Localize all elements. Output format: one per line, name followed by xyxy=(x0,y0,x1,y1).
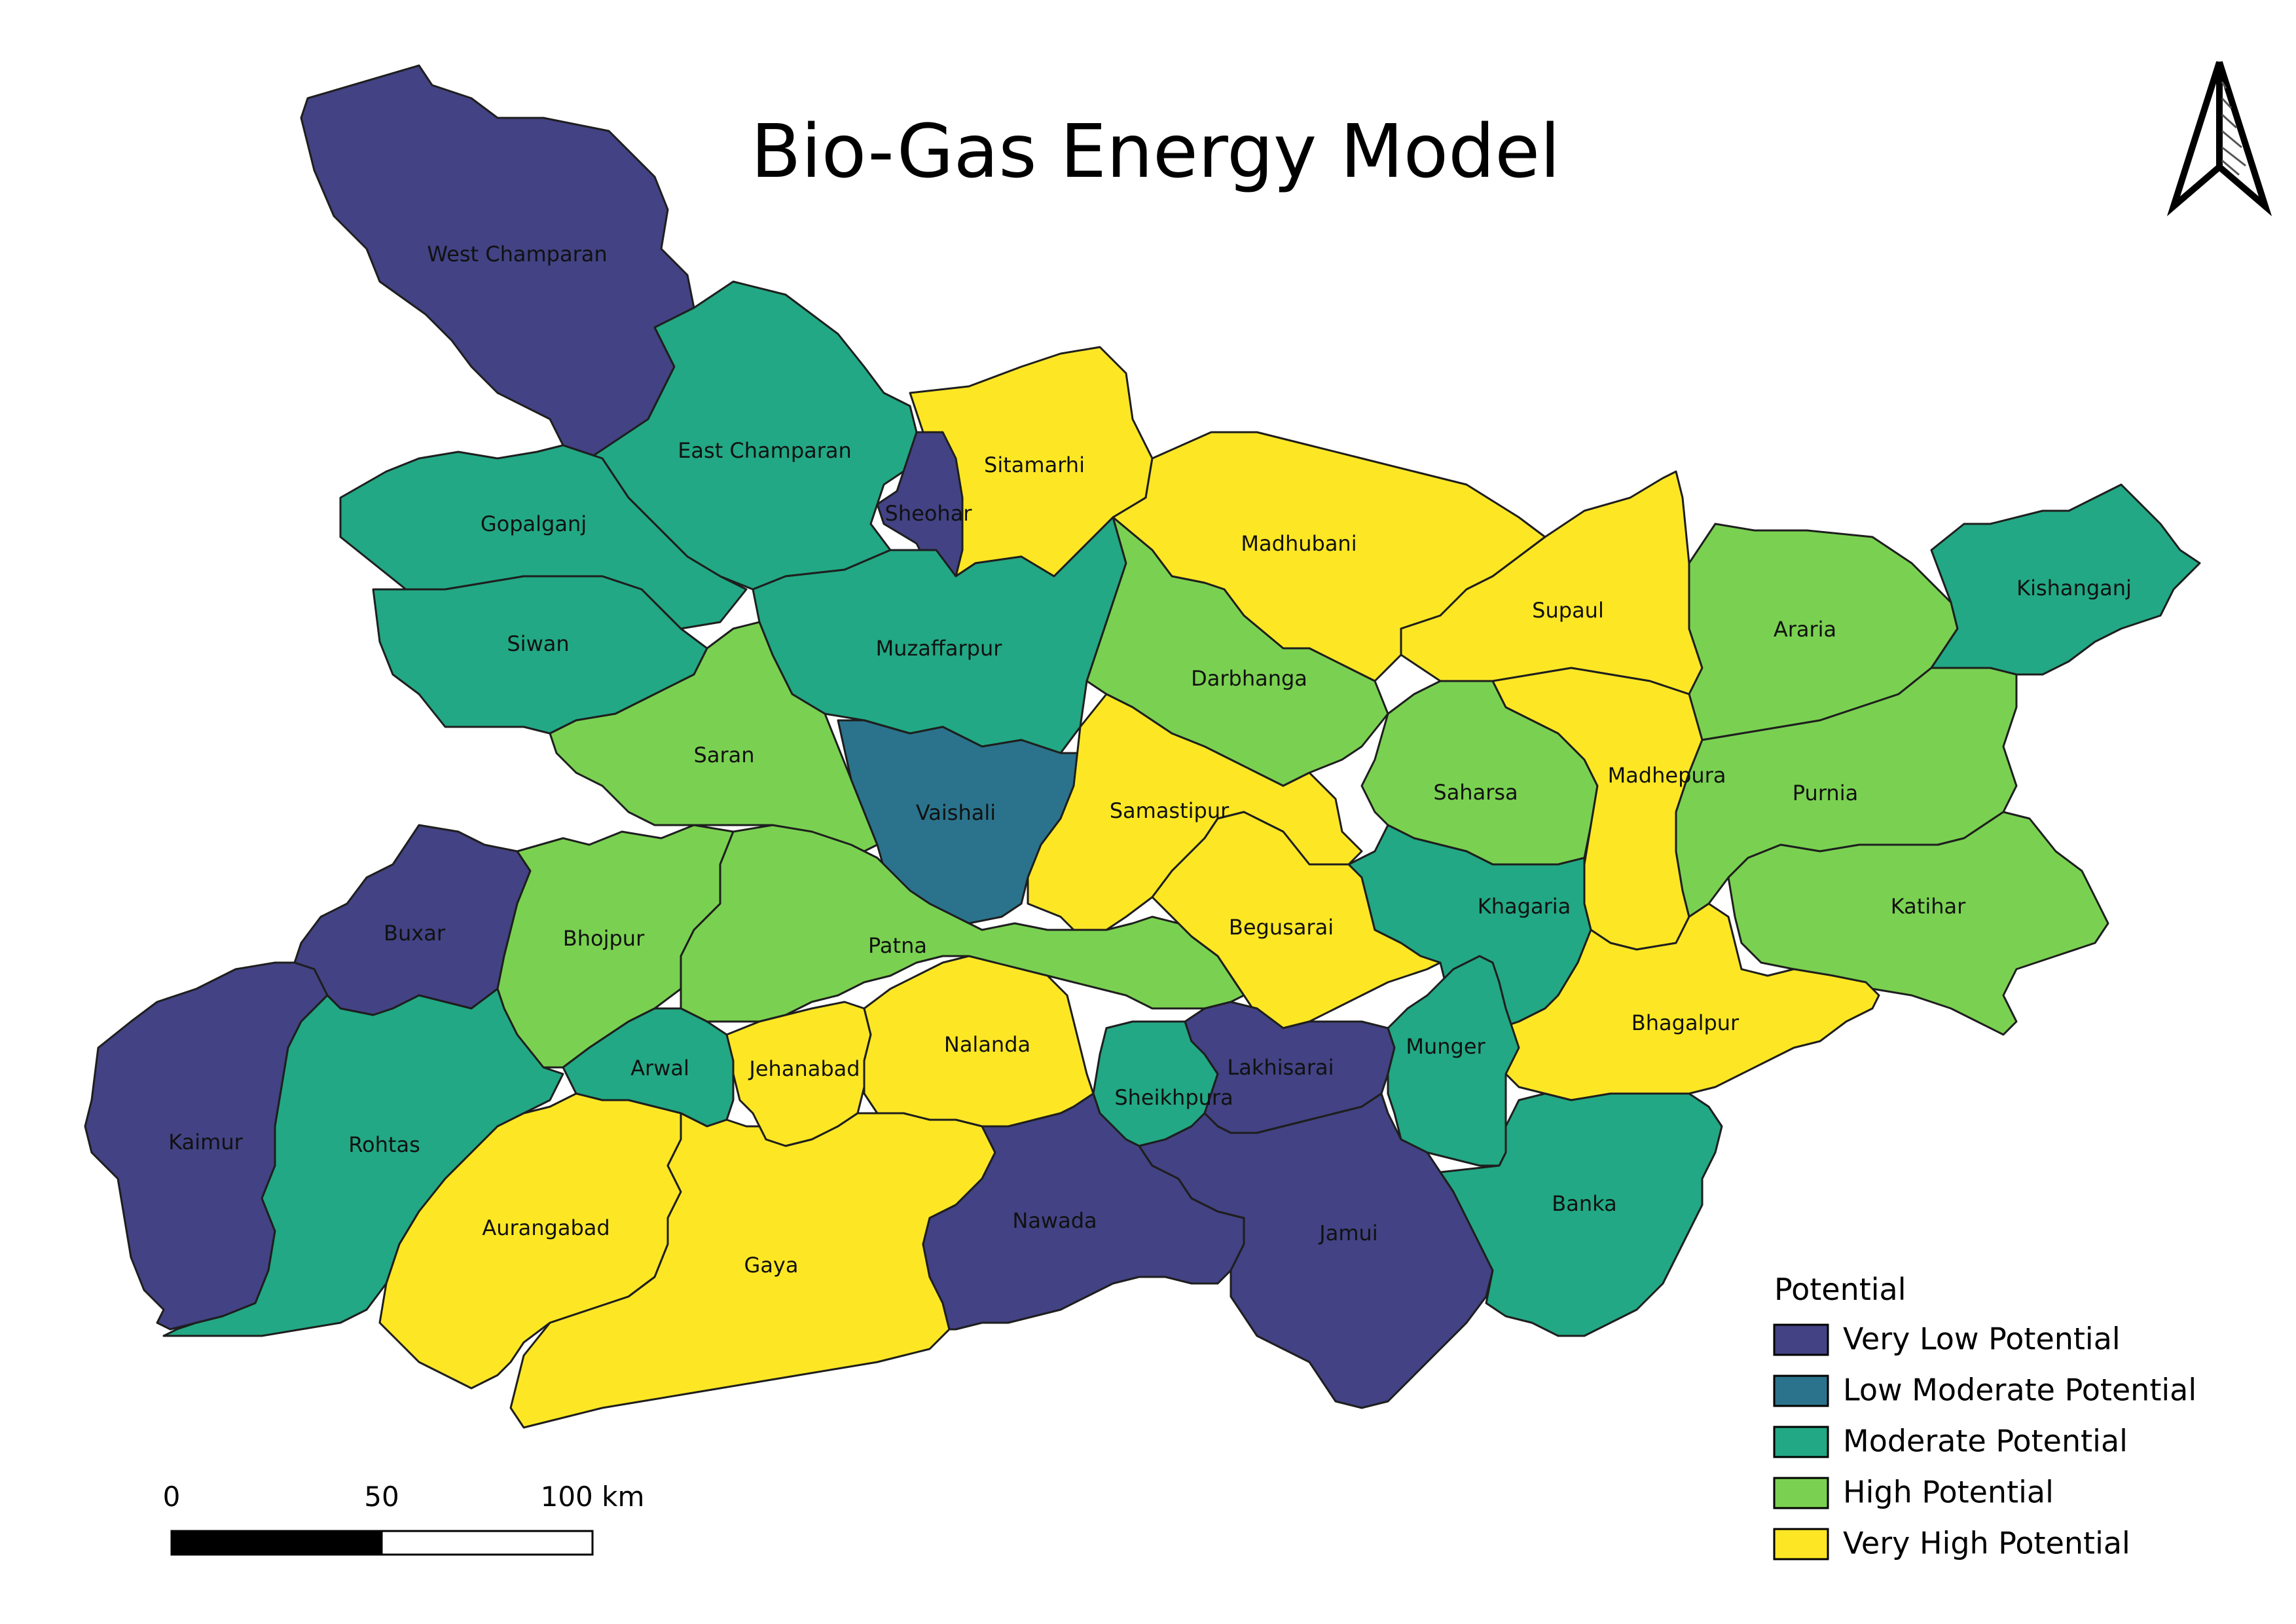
legend-swatch-very-low xyxy=(1773,1323,1829,1356)
district-label-nawada: Nawada xyxy=(1012,1208,1097,1233)
scale-bar-black-segment xyxy=(170,1530,383,1556)
district-gaya xyxy=(509,1112,996,1429)
district-label-saharsa: Saharsa xyxy=(1433,780,1518,805)
scale-label-50: 50 xyxy=(364,1481,399,1513)
district-label-east-champaran: East Champaran xyxy=(678,438,852,463)
district-label-jehanabad: Jehanabad xyxy=(748,1056,860,1081)
district-label-kishanganj: Kishanganj xyxy=(2016,576,2132,600)
scale-label-0: 0 xyxy=(163,1481,181,1513)
district-label-munger: Munger xyxy=(1406,1034,1485,1059)
district-label-bhagalpur: Bhagalpur xyxy=(1631,1010,1740,1035)
district-label-muzaffarpur: Muzaffarpur xyxy=(876,636,1003,661)
district-labels-layer: West Champaran East Champaran Sitamarhi She… xyxy=(168,242,2132,1278)
district-banka xyxy=(1439,1092,1723,1337)
legend-items: Very Low Potential Low Moderate Potential… xyxy=(1773,1321,2196,1561)
legend-label-low-moderate: Low Moderate Potential xyxy=(1843,1373,2196,1408)
district-label-gaya: Gaya xyxy=(744,1253,799,1278)
district-label-araria: Araria xyxy=(1774,617,1836,642)
north-arrow-icon xyxy=(2166,61,2272,217)
district-label-siwan: Siwan xyxy=(507,631,569,656)
district-label-saran: Saran xyxy=(694,743,755,767)
scale-label-100km: 100 km xyxy=(541,1481,645,1513)
district-label-arwal: Arwal xyxy=(630,1056,689,1080)
district-label-bhojpur: Bhojpur xyxy=(563,926,645,951)
district-katihar xyxy=(1727,811,2109,1036)
legend-swatch-low-moderate xyxy=(1773,1375,1829,1407)
district-label-sitamarhi: Sitamarhi xyxy=(984,452,1085,477)
district-label-banka: Banka xyxy=(1552,1191,1616,1216)
legend-label-high: High Potential xyxy=(1843,1475,2054,1510)
district-label-purnia: Purnia xyxy=(1793,781,1858,805)
legend-swatch-very-high xyxy=(1773,1528,1829,1560)
district-label-begusarai: Begusarai xyxy=(1229,915,1334,940)
scale-bar-white-segment xyxy=(380,1530,594,1556)
legend-title: Potential xyxy=(1774,1272,1906,1307)
legend-swatch-moderate xyxy=(1773,1426,1829,1458)
legend-label-very-low: Very Low Potential xyxy=(1843,1321,2121,1357)
district-label-vaishali: Vaishali xyxy=(916,800,996,825)
legend: Potential Very Low Potential Low Moderate… xyxy=(1773,1272,2196,1561)
district-patna xyxy=(680,824,1245,1023)
district-munger xyxy=(1387,955,1520,1167)
district-label-buxar: Buxar xyxy=(384,921,446,946)
legend-label-moderate: Moderate Potential xyxy=(1843,1424,2128,1459)
district-label-jamui: Jamui xyxy=(1318,1221,1377,1246)
district-label-rohtas: Rohtas xyxy=(348,1132,420,1157)
legend-label-very-high: Very High Potential xyxy=(1843,1526,2130,1561)
district-jamui xyxy=(1138,1092,1494,1409)
district-label-west-champaran: West Champaran xyxy=(427,242,607,267)
district-label-darbhanga: Darbhanga xyxy=(1191,666,1307,691)
district-label-khagaria: Khagaria xyxy=(1478,894,1571,919)
map-title: Bio-Gas Energy Model xyxy=(751,109,1560,194)
districts-layer xyxy=(84,64,2201,1429)
district-label-patna: Patna xyxy=(868,933,927,958)
district-label-madhepura: Madhepura xyxy=(1608,763,1726,788)
district-label-supaul: Supaul xyxy=(1532,598,1604,623)
district-label-kaimur: Kaimur xyxy=(168,1130,243,1154)
district-label-sheohar: Sheohar xyxy=(885,501,973,526)
legend-swatch-high xyxy=(1773,1477,1829,1509)
district-label-madhubani: Madhubani xyxy=(1241,531,1357,556)
district-label-katihar: Katihar xyxy=(1891,894,1966,919)
district-darbhanga xyxy=(1085,516,1389,787)
district-nawada xyxy=(922,1092,1245,1331)
district-label-aurangabad: Aurangabad xyxy=(482,1215,610,1240)
scale-bar: 0 50 100 km xyxy=(163,1481,645,1556)
district-rohtas xyxy=(162,987,564,1337)
district-label-sheikhpura: Sheikhpura xyxy=(1114,1085,1233,1110)
district-label-nalanda: Nalanda xyxy=(944,1032,1030,1057)
district-label-gopalganj: Gopalganj xyxy=(481,511,587,536)
district-label-lakhisarai: Lakhisarai xyxy=(1227,1055,1334,1080)
district-label-samastipur: Samastipur xyxy=(1110,798,1230,823)
